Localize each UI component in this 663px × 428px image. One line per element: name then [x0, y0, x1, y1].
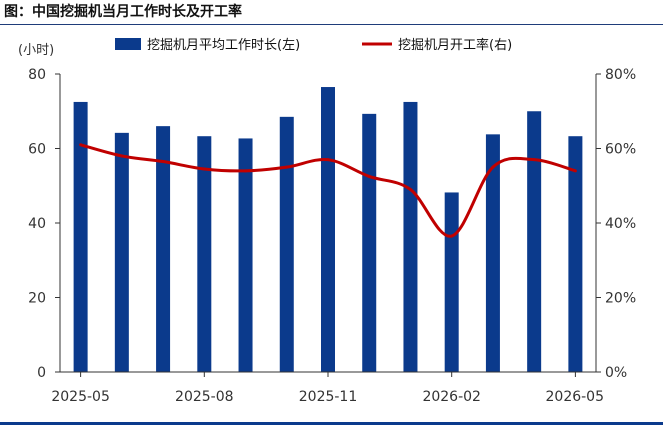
right-tick-label: 40% [605, 216, 636, 232]
title-divider [0, 24, 663, 25]
right-tick-label: 20% [605, 291, 636, 307]
line-point-2026-04 [532, 158, 536, 162]
bar-2025-12 [362, 113, 377, 373]
x-tick-label: 2025-08 [175, 389, 234, 405]
left-tick-label: 60 [28, 142, 46, 158]
bar-2025-05 [73, 101, 88, 372]
line-point-2025-07 [161, 160, 165, 164]
bar-2025-10 [279, 116, 294, 373]
right-axis: 0% 20% 40% 60% 80% [595, 67, 636, 381]
chart-title: 图：中国挖掘机当月工作时长及开工率 [4, 4, 242, 20]
left-tick-label: 0 [37, 365, 46, 381]
bar-2025-08 [197, 136, 212, 372]
y-unit-label: (小时) [18, 43, 54, 58]
line-point-2026-03 [491, 165, 495, 169]
line-point-2025-05 [79, 143, 83, 147]
legend: 挖掘机月平均工作时长(左) 挖掘机月开工率(右) [115, 37, 512, 53]
right-tick-label: 80% [605, 67, 636, 83]
legend-bar-swatch [115, 38, 141, 50]
x-tick-label: 2026-05 [546, 389, 605, 405]
x-tick-label: 2026-02 [422, 389, 481, 405]
left-tick-label: 20 [28, 291, 46, 307]
bar-2025-09 [238, 138, 253, 372]
bar-2026-02 [444, 192, 459, 372]
bar-2026-01 [403, 101, 418, 372]
bar-2025-06 [114, 132, 129, 372]
right-tick-label: 60% [605, 142, 636, 158]
left-tick-label: 40 [28, 216, 46, 232]
line-point-2025-08 [202, 167, 206, 171]
left-axis: 0 20 40 60 80 [28, 67, 61, 381]
bar-2025-11 [321, 87, 335, 372]
line-series [79, 143, 577, 238]
right-tick-label: 0% [605, 365, 627, 381]
bottom-divider [0, 422, 663, 425]
line-point-2025-10 [285, 165, 289, 169]
line-point-2026-01 [408, 187, 412, 191]
x-tick-label: 2025-05 [51, 389, 110, 405]
x-tick-label: 2025-11 [299, 389, 358, 405]
x-axis: 2025-05 2025-08 2025-11 2026-02 2026-05 [51, 371, 605, 405]
bar-2026-05 [568, 136, 583, 372]
bar-2026-04 [527, 111, 542, 372]
line-point-2025-06 [120, 154, 124, 158]
line-point-2025-09 [244, 169, 248, 173]
left-tick-label: 80 [28, 67, 46, 83]
bar-series [73, 87, 583, 373]
bar-2026-03 [485, 134, 500, 372]
legend-bar-label: 挖掘机月平均工作时长(左) [147, 38, 300, 53]
line-point-2025-12 [367, 174, 371, 178]
line-point-2025-11 [326, 158, 330, 162]
line-point-2026-02 [450, 234, 454, 238]
line-point-2026-05 [573, 169, 577, 173]
bar-2025-07 [156, 126, 171, 373]
legend-line-label: 挖掘机月开工率(右) [398, 37, 512, 53]
